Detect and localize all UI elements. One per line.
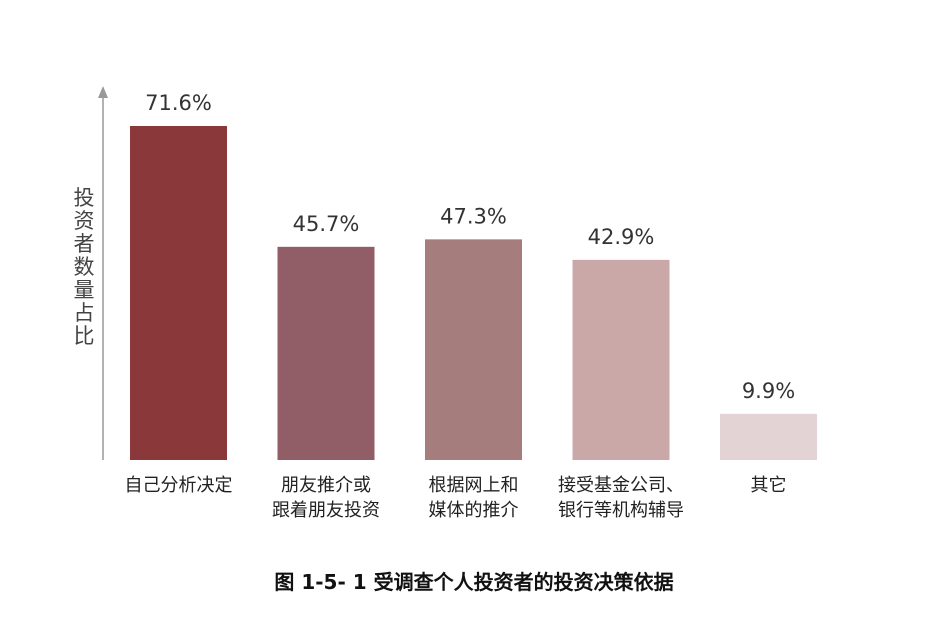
category-label: 根据网上和 xyxy=(429,475,519,496)
category-label: 其它 xyxy=(751,475,787,496)
category-label: 跟着朋友投资 xyxy=(272,500,380,521)
category-label: 银行等机构辅导 xyxy=(558,500,684,521)
y-axis-label-char: 投 xyxy=(74,186,95,210)
category-label: 自己分析决定 xyxy=(125,475,233,496)
data-label: 45.7% xyxy=(293,212,360,236)
bar-layer xyxy=(130,126,817,460)
axis-layer xyxy=(98,86,108,460)
y-axis-label-char: 者 xyxy=(74,232,95,256)
y-axis-label-char: 量 xyxy=(74,278,95,302)
bar xyxy=(130,126,227,460)
data-label: 42.9% xyxy=(588,225,655,249)
y-axis-label-char: 数 xyxy=(74,255,95,279)
y-axis-arrow-icon xyxy=(98,86,108,98)
figure-caption: 图 1-5- 1 受调查个人投资者的投资决策依据 xyxy=(0,566,948,595)
data-label: 71.6% xyxy=(145,91,212,115)
y-axis-label-char: 占 xyxy=(74,301,95,325)
data-label: 47.3% xyxy=(440,204,507,228)
category-label: 接受基金公司、 xyxy=(558,475,684,496)
bar xyxy=(425,239,522,460)
data-label: 9.9% xyxy=(742,379,795,403)
bar xyxy=(278,247,375,460)
category-label: 朋友推介或 xyxy=(281,475,371,496)
y-axis-label-char: 资 xyxy=(74,209,95,233)
bar xyxy=(573,260,670,460)
category-label: 媒体的推介 xyxy=(429,500,519,521)
y-axis-label-char: 比 xyxy=(74,324,95,348)
bar xyxy=(720,414,817,460)
